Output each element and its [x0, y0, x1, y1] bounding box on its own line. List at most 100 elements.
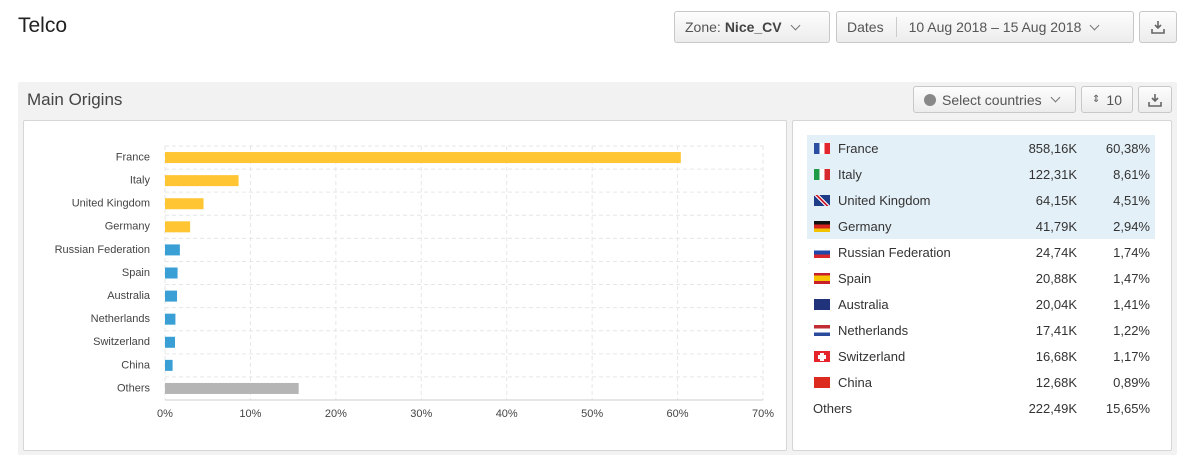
country-name: Germany — [838, 219, 892, 234]
y-tick-label: Italy — [130, 175, 151, 187]
country-name: Russian Federation — [838, 245, 951, 260]
chart-card: 0% 10% 20% 30% 40% 50% 60% 70% France Italy United… — [23, 120, 787, 451]
x-tick-label: 50% — [581, 408, 603, 420]
table-row: Russian Federation 24,74K 1,74% — [807, 239, 1155, 265]
flag-icon — [814, 169, 830, 180]
sort-icon: ⇕ — [1092, 94, 1101, 105]
bar — [165, 290, 178, 302]
visits: 858,16K — [1028, 141, 1077, 156]
zone-dropdown[interactable]: Zone: Nice_CV — [674, 11, 830, 43]
separator — [895, 17, 897, 37]
country-name: Others — [813, 401, 853, 416]
dates-label: Dates — [847, 19, 884, 35]
y-tick-label: Netherlands — [91, 313, 151, 325]
country-name: Spain — [838, 271, 872, 286]
flag-icon — [814, 195, 830, 206]
share: 1,22% — [1113, 323, 1150, 338]
share: 1,17% — [1113, 349, 1150, 364]
bar — [165, 359, 173, 371]
chart: 0% 10% 20% 30% 40% 50% 60% 70% France Italy United… — [55, 145, 774, 420]
globe-icon — [924, 93, 936, 106]
y-tick-label: China — [121, 359, 151, 371]
flag-icon — [814, 247, 830, 258]
bar — [165, 221, 191, 233]
table-row: Others 222,49K 15,65% — [807, 395, 1155, 421]
bar — [165, 198, 204, 210]
flag-icon — [814, 351, 830, 362]
table-row: Italy 122,31K 8,61% — [807, 161, 1155, 187]
y-tick-label: Switzerland — [93, 336, 150, 348]
y-tick-label: Russian Federation — [55, 244, 150, 256]
table-row: Spain 20,88K 1,47% — [807, 265, 1155, 291]
visits: 122,31K — [1028, 167, 1077, 182]
share: 1,74% — [1113, 245, 1150, 260]
share: 4,51% — [1113, 193, 1150, 208]
download-button[interactable] — [1139, 11, 1177, 43]
country-name: Netherlands — [838, 323, 909, 338]
caret-icon — [790, 20, 801, 30]
x-tick-label: 10% — [239, 408, 261, 420]
panel-title: Main Origins — [27, 90, 123, 109]
select-countries[interactable]: Select countries — [913, 86, 1076, 113]
country-name: United Kingdom — [838, 193, 931, 208]
flag-icon — [814, 143, 830, 154]
download-icon — [1151, 21, 1165, 34]
limit-value: 10 — [1106, 91, 1122, 108]
visits: 16,68K — [1035, 349, 1077, 364]
flag-icon — [814, 299, 830, 310]
table-row: Australia 20,04K 1,41% — [807, 291, 1155, 317]
share: 2,94% — [1113, 219, 1150, 234]
y-tick-label: Australia — [107, 290, 151, 302]
panel-download[interactable] — [1138, 86, 1172, 113]
download-icon — [1148, 93, 1162, 107]
visits: 12,68K — [1035, 375, 1077, 390]
y-tick-label: Others — [117, 382, 151, 394]
visits: 20,04K — [1035, 297, 1077, 312]
table-row: France 858,16K 60,38% — [807, 135, 1155, 161]
country-name: Australia — [838, 297, 889, 312]
table-row: Switzerland 16,68K 1,17% — [807, 343, 1155, 369]
zone-label: Zone: — [685, 19, 721, 35]
visits: 20,88K — [1035, 271, 1077, 286]
bar — [165, 244, 180, 256]
share: 0,89% — [1113, 375, 1150, 390]
x-tick-label: 40% — [496, 408, 518, 420]
share: 60,38% — [1105, 141, 1150, 156]
caret-icon — [1089, 20, 1100, 30]
zone-value: Nice_CV — [724, 19, 782, 35]
page-title: Telco — [18, 14, 68, 37]
bar — [165, 382, 299, 394]
visits: 41,79K — [1035, 219, 1077, 234]
visits: 64,15K — [1035, 193, 1077, 208]
visits: 24,74K — [1035, 245, 1077, 260]
flag-icon — [814, 221, 830, 232]
date-range: 10 Aug 2018 – 15 Aug 2018 — [908, 19, 1082, 35]
caret-icon — [1050, 92, 1061, 103]
flag-icon — [814, 325, 830, 336]
share: 1,41% — [1113, 297, 1150, 312]
select-countries-label: Select countries — [942, 91, 1042, 108]
y-tick-label: Germany — [105, 221, 151, 233]
flag-icon — [814, 273, 830, 284]
x-tick-label: 60% — [667, 408, 689, 420]
dates-dropdown[interactable]: Dates 10 Aug 2018 – 15 Aug 2018 — [836, 11, 1134, 43]
table-row: United Kingdom 64,15K 4,51% — [807, 187, 1155, 213]
limit-button[interactable]: ⇕ 10 — [1081, 86, 1133, 113]
x-tick-label: 70% — [752, 408, 774, 420]
bar — [165, 267, 178, 279]
country-name: Italy — [838, 167, 862, 182]
share: 15,65% — [1105, 401, 1150, 416]
x-tick-label: 0% — [157, 408, 173, 420]
country-name: Switzerland — [838, 349, 906, 364]
bar — [165, 175, 239, 187]
y-tick-label: Spain — [122, 267, 150, 279]
table-row: Netherlands 17,41K 1,22% — [807, 317, 1155, 343]
bar — [165, 313, 176, 325]
visits: 17,41K — [1035, 323, 1077, 338]
country-name: France — [838, 141, 879, 156]
bar — [165, 152, 681, 164]
x-tick-label: 30% — [410, 408, 432, 420]
table-row: Germany 41,79K 2,94% — [807, 213, 1155, 239]
share: 8,61% — [1113, 167, 1150, 182]
